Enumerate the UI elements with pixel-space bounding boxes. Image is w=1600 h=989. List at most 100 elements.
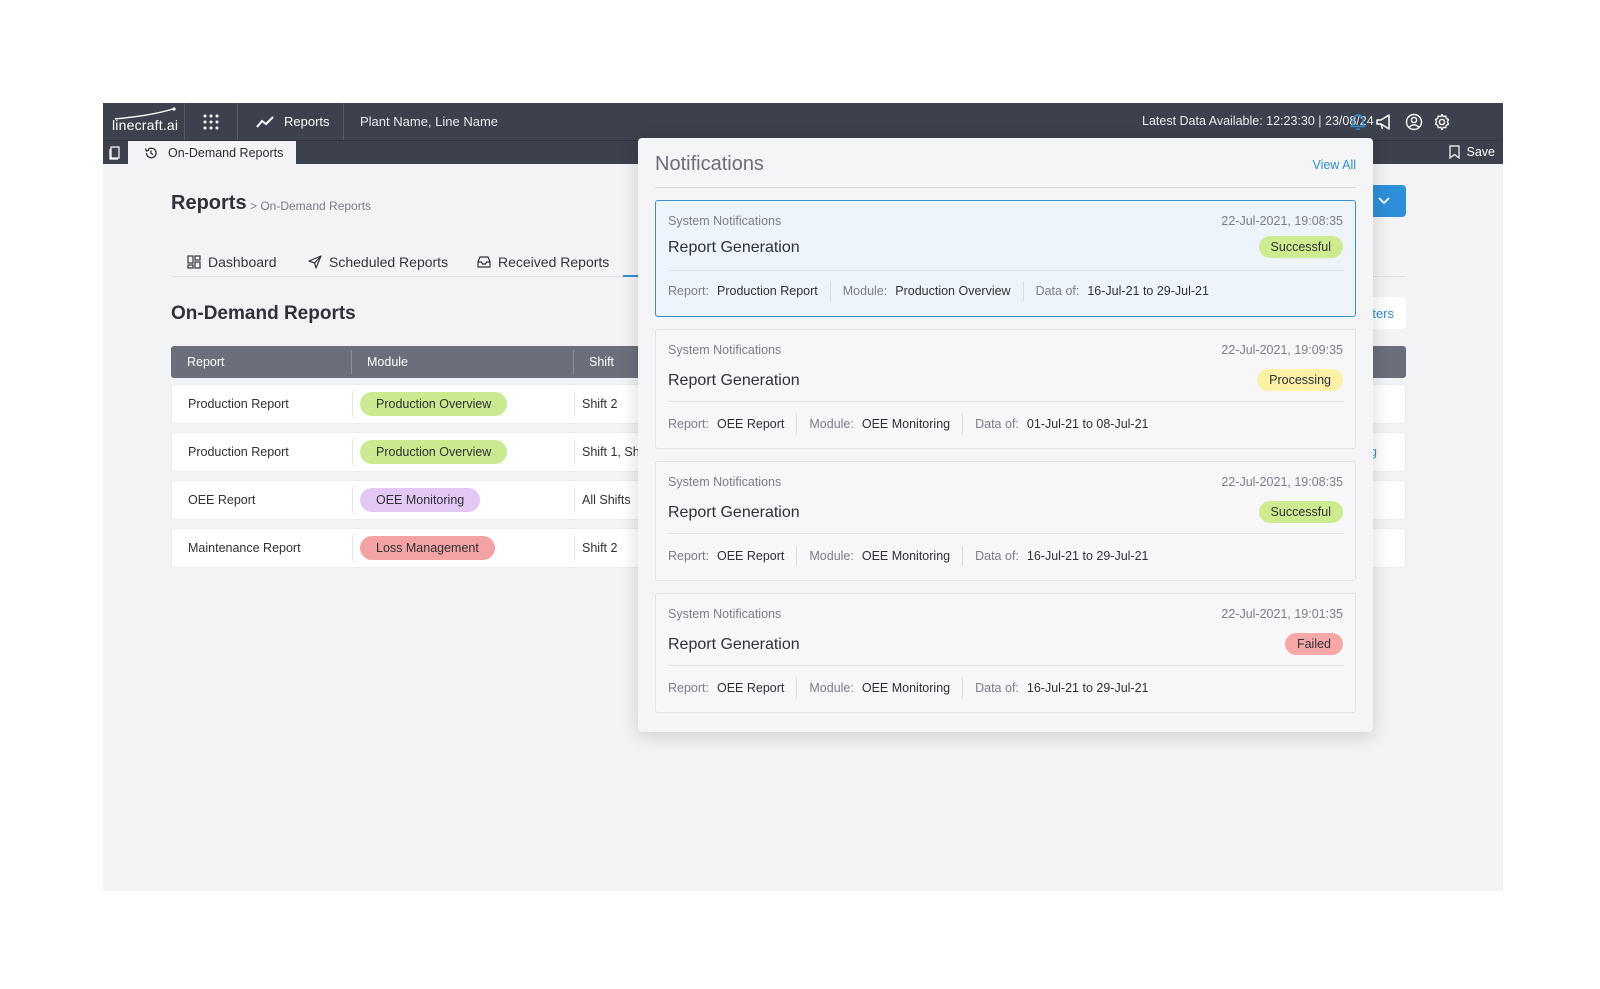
card-divider — [668, 533, 1344, 534]
dashboard-icon — [187, 255, 201, 269]
module-tag: Production Overview — [360, 440, 508, 464]
column-header-report[interactable]: Report — [187, 355, 225, 369]
user-circle-icon — [1405, 113, 1423, 131]
save-button[interactable]: Save — [1448, 145, 1496, 159]
meta-data-of-value: 16-Jul-21 to 29-Jul-21 — [1026, 681, 1149, 695]
send-icon — [308, 255, 322, 269]
user-profile-button[interactable] — [1403, 111, 1425, 133]
save-label: Save — [1466, 145, 1496, 159]
meta-data-of-value: 16-Jul-21 to 29-Jul-21 — [1087, 284, 1209, 298]
notification-card[interactable]: System Notifications 22-Jul-2021, 19:08:… — [655, 200, 1356, 317]
card-divider — [668, 665, 1344, 666]
meta-data-of-label: Data of: — [975, 681, 1019, 695]
meta-module-label: Module: — [809, 549, 854, 563]
meta-module-value: Production Overview — [895, 284, 1011, 298]
bookmarks-panel-button[interactable] — [103, 141, 127, 165]
card-divider — [668, 270, 1344, 271]
shift-cell: Shift 2 — [582, 397, 618, 411]
breadcrumb[interactable]: > On-Demand Reports — [250, 199, 372, 213]
notification-card[interactable]: System Notifications 22-Jul-2021, 19:08:… — [655, 461, 1356, 581]
card-divider — [668, 401, 1344, 402]
module-tag: Production Overview — [360, 392, 508, 416]
reports-nav-button[interactable]: Reports — [238, 103, 344, 140]
notification-card[interactable]: System Notifications 22-Jul-2021, 19:09:… — [655, 329, 1356, 449]
meta-report-label: Report: — [668, 284, 709, 298]
settings-button[interactable] — [1431, 111, 1453, 133]
section-title: On-Demand Reports — [171, 303, 356, 324]
report-cell: OEE Report — [188, 493, 256, 507]
tab-on-demand-reports[interactable]: On-Demand Reports — [128, 141, 296, 165]
notification-timestamp: 22-Jul-2021, 19:01:35 — [1221, 607, 1343, 621]
column-divider — [573, 350, 574, 374]
tab-received-reports-label: Received Reports — [498, 254, 610, 270]
tab-dashboard[interactable]: Dashboard — [187, 248, 277, 276]
report-cell: Maintenance Report — [188, 541, 301, 555]
reports-nav-label: Reports — [284, 114, 330, 129]
meta-divider — [962, 414, 964, 434]
notification-heading: Report Generation — [668, 636, 800, 653]
divider — [655, 187, 1356, 188]
gear-icon — [1434, 113, 1450, 131]
notification-source: System Notifications — [668, 214, 782, 228]
notification-meta: Report: Production Report Module: Produc… — [668, 281, 1209, 301]
meta-divider — [796, 546, 798, 566]
tab-scheduled-reports[interactable]: Scheduled Reports — [308, 248, 448, 276]
bell-icon — [1350, 114, 1366, 131]
row-action-link[interactable]: g — [1370, 445, 1377, 459]
module-cell: Loss Management — [352, 529, 495, 567]
status-badge: Successful — [1258, 501, 1343, 523]
cell-divider — [352, 391, 353, 417]
meta-divider — [829, 281, 831, 301]
module-cell: Production Overview — [352, 433, 508, 471]
bookmark-icon — [1448, 145, 1460, 159]
status-badge: Successful — [1258, 236, 1343, 258]
tab-received-reports[interactable]: Received Reports — [477, 248, 609, 276]
module-cell: OEE Monitoring — [352, 481, 481, 519]
report-cell: Production Report — [188, 445, 289, 459]
notifications-panel: Notifications View All System Notificati… — [638, 138, 1373, 732]
notification-heading: Report Generation — [668, 239, 800, 256]
status-badge: Failed — [1284, 633, 1343, 655]
inbox-icon — [477, 256, 491, 268]
meta-divider — [796, 414, 798, 434]
meta-module-label: Module: — [842, 284, 888, 298]
meta-module-label: Module: — [809, 417, 854, 431]
module-tag: Loss Management — [360, 536, 495, 560]
meta-report-label: Report: — [668, 417, 709, 431]
meta-report-label: Report: — [668, 681, 709, 695]
meta-data-of-label: Data of: — [975, 417, 1019, 431]
meta-report-label: Report: — [668, 549, 709, 563]
bookmark-list-icon — [109, 146, 120, 160]
chevron-down-icon — [1377, 197, 1390, 205]
logo-text: linecraft.ai — [112, 117, 179, 133]
column-header-module[interactable]: Module — [367, 355, 408, 369]
meta-report-value: OEE Report — [717, 417, 785, 431]
meta-report-value: OEE Report — [717, 681, 785, 695]
notification-heading: Report Generation — [668, 504, 800, 521]
plant-line-selector[interactable]: Plant Name, Line Name — [360, 114, 499, 129]
app-launcher-button[interactable] — [185, 103, 238, 140]
tab-label: On-Demand Reports — [168, 146, 284, 160]
cell-divider — [352, 439, 353, 465]
page-title: Reports — [171, 192, 247, 214]
logo-swoosh-icon — [114, 107, 176, 120]
meta-divider — [962, 678, 964, 698]
module-tag: OEE Monitoring — [360, 488, 481, 512]
meta-divider — [796, 678, 798, 698]
shift-cell: Shift 1, Shi — [582, 445, 643, 459]
notification-card[interactable]: System Notifications 22-Jul-2021, 19:01:… — [655, 593, 1356, 713]
announcements-button[interactable] — [1374, 111, 1396, 133]
logo[interactable]: linecraft.ai — [103, 103, 185, 140]
notification-meta: Report: OEE Report Module: OEE Monitorin… — [668, 678, 1149, 698]
view-all-link[interactable]: View All — [1312, 158, 1356, 172]
notification-source: System Notifications — [668, 343, 782, 357]
cell-divider — [574, 487, 575, 513]
meta-module-value: OEE Monitoring — [861, 417, 951, 431]
meta-data-of-label: Data of: — [975, 549, 1019, 563]
column-header-shift[interactable]: Shift — [589, 355, 615, 369]
meta-module-value: OEE Monitoring — [861, 681, 951, 695]
shift-cell: Shift 2 — [582, 541, 618, 555]
meta-report-value: OEE Report — [717, 549, 785, 563]
notifications-bell-button[interactable] — [1347, 111, 1369, 133]
notification-meta: Report: OEE Report Module: OEE Monitorin… — [668, 414, 1149, 434]
